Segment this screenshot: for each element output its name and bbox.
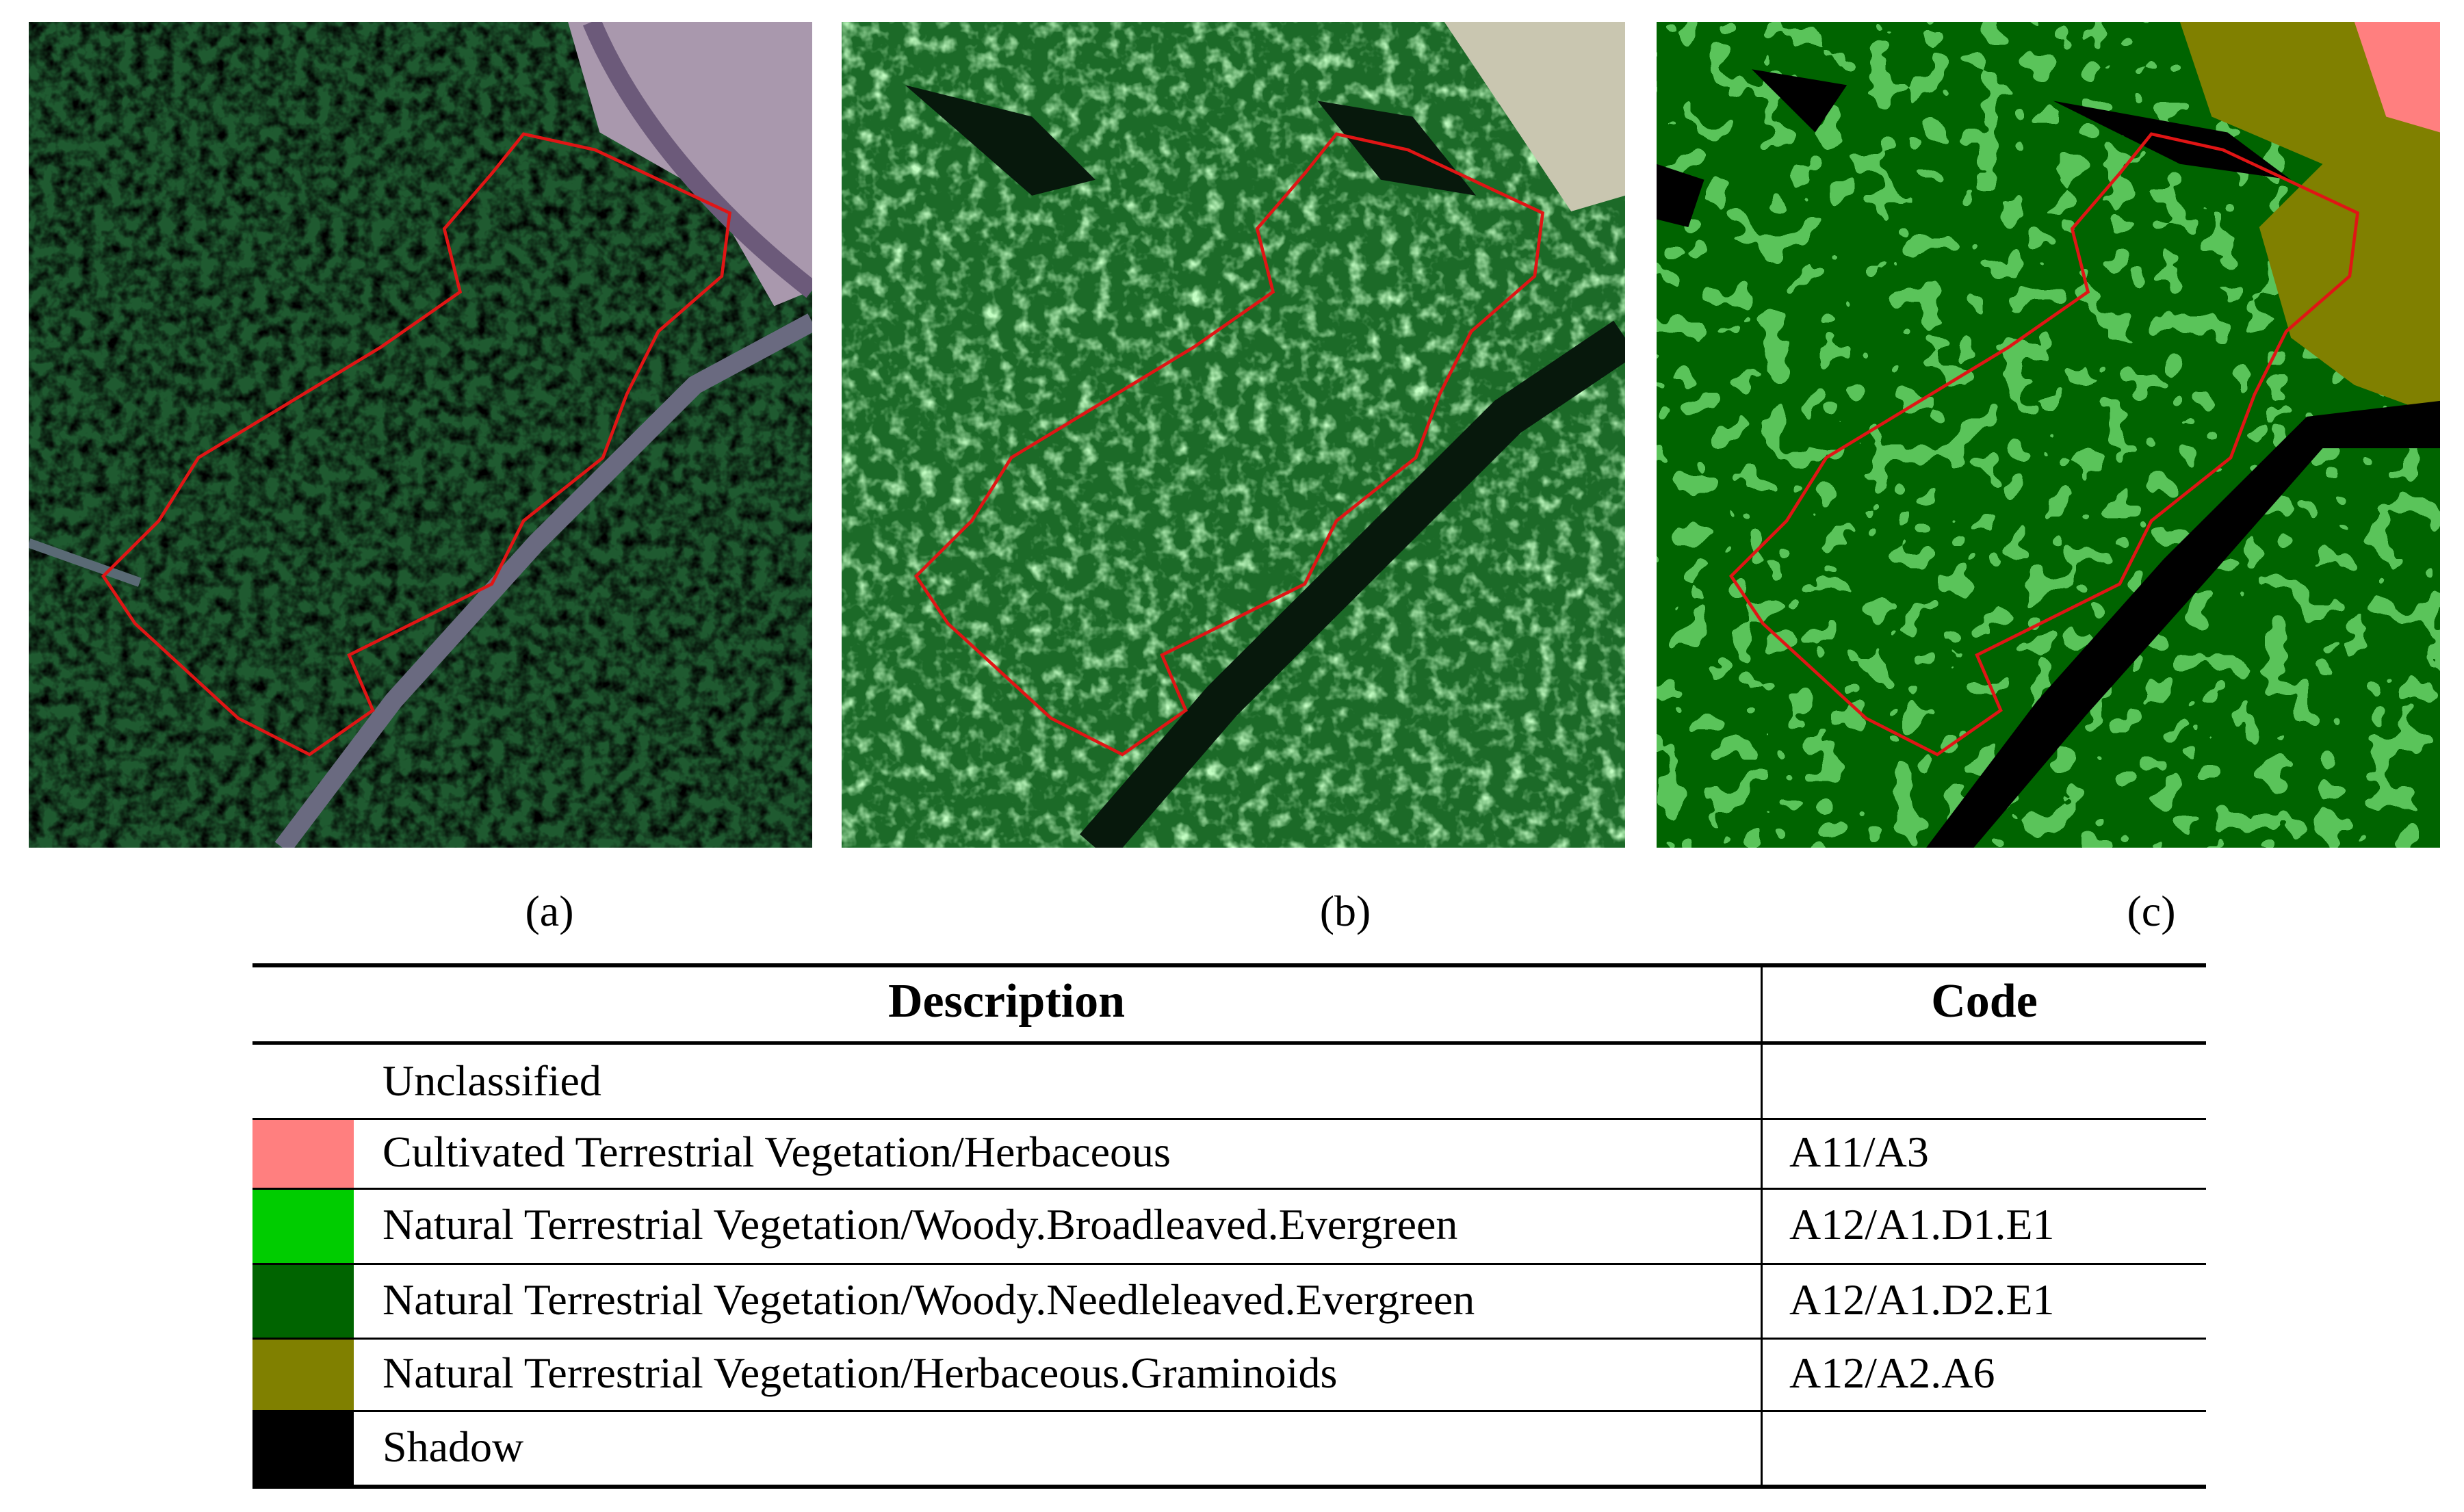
panel-label: (a) bbox=[525, 887, 574, 935]
code-cell: A12/A2.A6 bbox=[1789, 1348, 1995, 1397]
code-cell: A12/A1.D1.E1 bbox=[1789, 1200, 2055, 1249]
description-cell: Cultivated Terrestrial Vegetation/Herbac… bbox=[382, 1128, 1171, 1176]
image-a bbox=[29, 22, 812, 848]
panel-label: (c) bbox=[2127, 887, 2176, 935]
image-c bbox=[1657, 22, 2440, 848]
description-cell: Shadow bbox=[382, 1422, 524, 1471]
table-rule bbox=[252, 1041, 2206, 1045]
description-cell: Natural Terrestrial Vegetation/Woody.Bro… bbox=[382, 1200, 1458, 1249]
legend-table: Description Code Unclassified Cultivated … bbox=[252, 963, 2206, 1490]
row-rule bbox=[252, 1188, 2206, 1190]
header-cell: Code bbox=[1931, 975, 2038, 1028]
swatch bbox=[252, 1410, 354, 1485]
row-rule bbox=[252, 1263, 2206, 1265]
column-rule bbox=[1761, 963, 1763, 1489]
row-rule bbox=[252, 1338, 2206, 1340]
swatch bbox=[252, 1263, 354, 1338]
code-cell: A11/A3 bbox=[1789, 1128, 1929, 1176]
table-rule bbox=[252, 1485, 2206, 1489]
description-cell: Natural Terrestrial Vegetation/Herbaceou… bbox=[382, 1348, 1338, 1397]
code-cell: A12/A1.D2.E1 bbox=[1789, 1275, 2055, 1324]
swatch bbox=[252, 1118, 354, 1188]
description-cell: Unclassified bbox=[382, 1056, 601, 1105]
row-rule bbox=[252, 1118, 2206, 1120]
panel-label: (b) bbox=[1319, 887, 1371, 935]
description-cell: Natural Terrestrial Vegetation/Woody.Nee… bbox=[382, 1275, 1475, 1324]
swatch bbox=[252, 1338, 354, 1410]
image-b bbox=[842, 22, 1625, 848]
swatch bbox=[252, 1188, 354, 1263]
header-cell: Description bbox=[887, 975, 1126, 1028]
table-rule bbox=[252, 963, 2206, 967]
row-rule bbox=[252, 1410, 2206, 1412]
